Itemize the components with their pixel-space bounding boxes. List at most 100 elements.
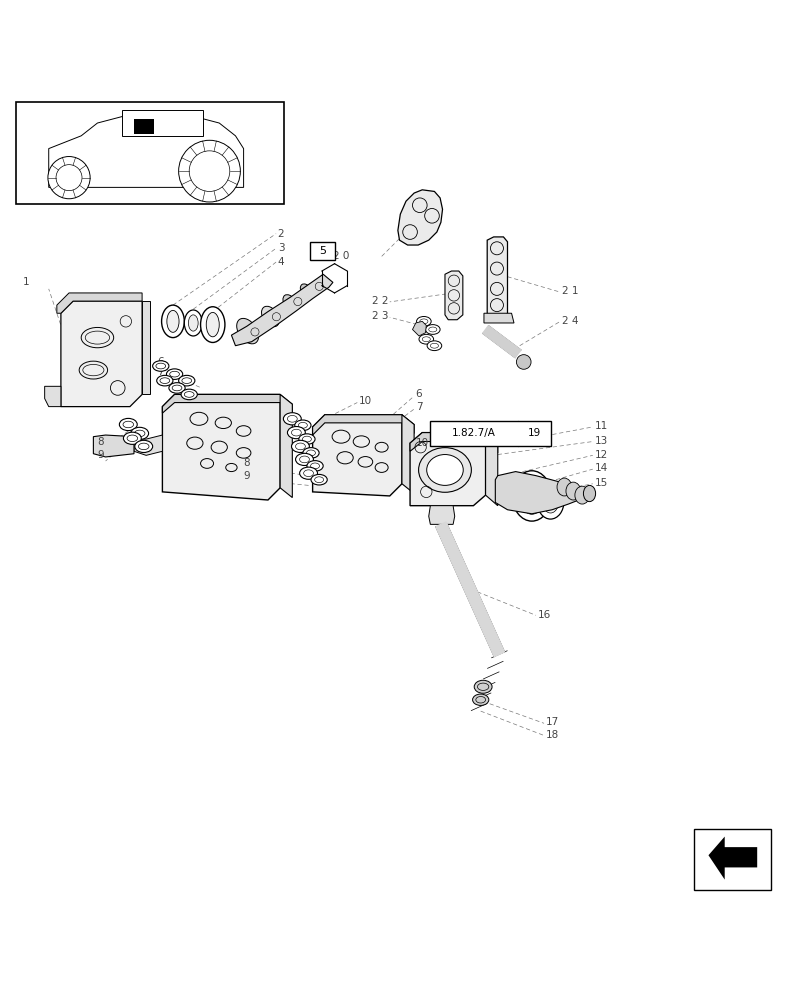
- Ellipse shape: [282, 295, 297, 311]
- Ellipse shape: [574, 486, 589, 504]
- Ellipse shape: [472, 694, 488, 705]
- Polygon shape: [312, 415, 401, 496]
- Text: 2 4: 2 4: [561, 316, 577, 326]
- Text: 15: 15: [594, 478, 607, 488]
- Ellipse shape: [303, 448, 319, 458]
- Ellipse shape: [188, 315, 198, 331]
- Text: 10: 10: [415, 438, 428, 448]
- Circle shape: [48, 157, 90, 199]
- Polygon shape: [57, 293, 142, 313]
- Text: 6: 6: [157, 357, 164, 367]
- Polygon shape: [397, 190, 442, 245]
- Ellipse shape: [166, 369, 182, 379]
- Ellipse shape: [299, 467, 317, 479]
- Text: 4: 4: [277, 257, 284, 267]
- Text: 2 1: 2 1: [561, 286, 577, 296]
- Ellipse shape: [556, 478, 571, 496]
- Ellipse shape: [119, 418, 137, 431]
- Ellipse shape: [582, 485, 594, 502]
- Ellipse shape: [294, 420, 311, 431]
- Ellipse shape: [416, 316, 431, 326]
- Polygon shape: [495, 472, 584, 514]
- Ellipse shape: [418, 334, 433, 344]
- Text: 2 2: 2 2: [371, 296, 388, 306]
- Text: 10: 10: [358, 396, 371, 406]
- Ellipse shape: [295, 453, 313, 465]
- Polygon shape: [49, 115, 243, 187]
- Text: 14: 14: [594, 463, 607, 473]
- Polygon shape: [482, 326, 521, 358]
- Text: 7: 7: [415, 402, 422, 412]
- Polygon shape: [487, 237, 507, 320]
- Text: 11: 11: [594, 421, 607, 431]
- Text: 2: 2: [277, 229, 284, 239]
- Text: 2 0: 2 0: [333, 251, 349, 261]
- Text: 9: 9: [97, 450, 104, 460]
- Ellipse shape: [307, 461, 323, 471]
- Polygon shape: [428, 506, 454, 524]
- Bar: [430, 421, 550, 446]
- Polygon shape: [707, 837, 756, 880]
- Text: 13: 13: [594, 436, 607, 446]
- Text: 1: 1: [23, 277, 29, 287]
- Ellipse shape: [427, 341, 441, 351]
- Polygon shape: [412, 321, 426, 336]
- Text: 1.82.7/A: 1.82.7/A: [452, 428, 496, 438]
- Text: 8: 8: [243, 458, 250, 468]
- Ellipse shape: [169, 383, 185, 393]
- Polygon shape: [485, 433, 497, 506]
- Text: 17: 17: [545, 717, 558, 727]
- Ellipse shape: [161, 305, 184, 338]
- Bar: [16, 102, 284, 204]
- Text: 9: 9: [243, 471, 250, 481]
- Text: 3: 3: [277, 243, 284, 253]
- Ellipse shape: [474, 680, 491, 693]
- Text: 19: 19: [527, 428, 540, 438]
- Polygon shape: [162, 394, 292, 413]
- Polygon shape: [410, 433, 485, 506]
- Circle shape: [516, 355, 530, 369]
- Polygon shape: [61, 301, 142, 407]
- Ellipse shape: [518, 478, 544, 514]
- Text: 5: 5: [319, 246, 325, 256]
- Text: 6: 6: [415, 389, 422, 399]
- Text: 16: 16: [537, 610, 550, 620]
- Polygon shape: [436, 522, 504, 657]
- Polygon shape: [401, 415, 414, 494]
- Ellipse shape: [167, 310, 178, 332]
- Ellipse shape: [287, 427, 305, 439]
- Polygon shape: [444, 271, 462, 320]
- Bar: [310, 242, 334, 260]
- Ellipse shape: [123, 432, 141, 444]
- Ellipse shape: [181, 389, 197, 400]
- Polygon shape: [162, 394, 280, 500]
- Ellipse shape: [206, 312, 219, 337]
- Polygon shape: [410, 433, 497, 453]
- Ellipse shape: [512, 471, 551, 521]
- Polygon shape: [483, 313, 513, 323]
- Polygon shape: [93, 435, 134, 457]
- Ellipse shape: [542, 490, 558, 513]
- Polygon shape: [45, 386, 61, 407]
- Ellipse shape: [283, 413, 301, 425]
- Bar: [693, 829, 770, 890]
- Polygon shape: [142, 301, 150, 394]
- Ellipse shape: [427, 455, 462, 485]
- Text: 12: 12: [594, 450, 607, 460]
- Polygon shape: [122, 110, 203, 136]
- Ellipse shape: [298, 434, 315, 444]
- Bar: [134, 119, 154, 134]
- Ellipse shape: [237, 318, 258, 344]
- Ellipse shape: [178, 375, 195, 386]
- Ellipse shape: [131, 427, 148, 440]
- Ellipse shape: [291, 440, 309, 452]
- Circle shape: [178, 140, 240, 202]
- Ellipse shape: [184, 310, 202, 336]
- Ellipse shape: [565, 482, 580, 500]
- Ellipse shape: [152, 361, 169, 371]
- Ellipse shape: [300, 284, 311, 297]
- Ellipse shape: [135, 440, 152, 452]
- Polygon shape: [312, 415, 414, 435]
- Ellipse shape: [425, 325, 440, 334]
- Polygon shape: [280, 394, 292, 498]
